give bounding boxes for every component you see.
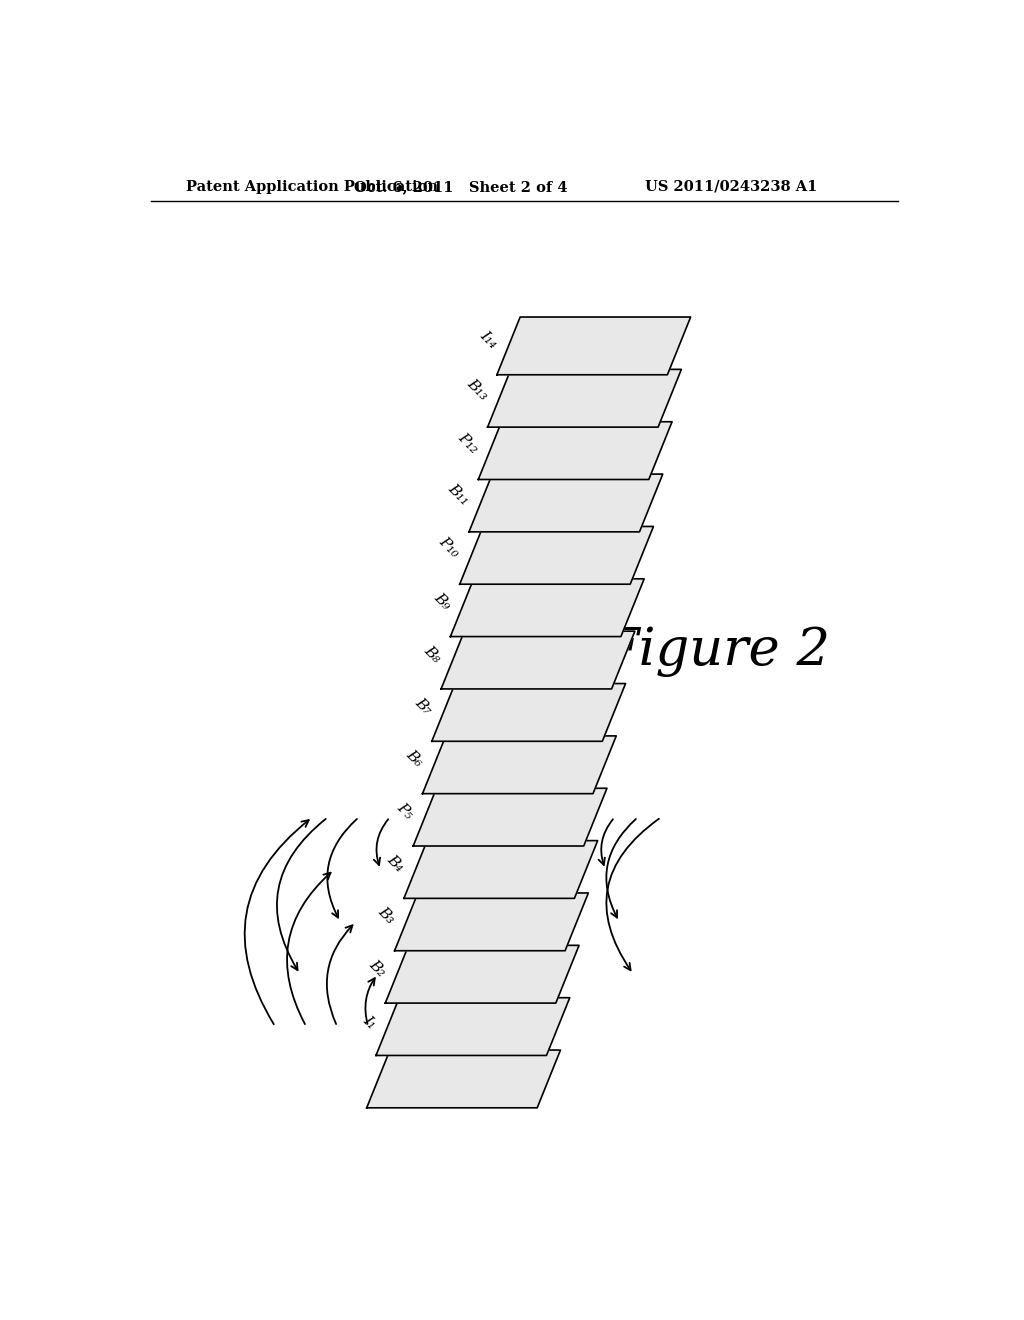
Polygon shape [478, 422, 672, 479]
Polygon shape [432, 684, 626, 742]
Polygon shape [394, 892, 589, 950]
Text: Oct. 6, 2011   Sheet 2 of 4: Oct. 6, 2011 Sheet 2 of 4 [354, 180, 568, 194]
Text: US 2011/0243238 A1: US 2011/0243238 A1 [645, 180, 818, 194]
Text: B₃: B₃ [375, 904, 397, 927]
Text: P₁₀: P₁₀ [436, 535, 462, 560]
Text: I₁₄: I₁₄ [477, 329, 500, 351]
Text: B₁₃: B₁₃ [464, 376, 490, 403]
Text: B₂: B₂ [366, 957, 388, 979]
Polygon shape [460, 527, 653, 585]
Polygon shape [487, 370, 681, 428]
Polygon shape [451, 579, 644, 636]
Text: B₁₁: B₁₁ [445, 482, 472, 508]
Text: B₉: B₉ [431, 590, 453, 612]
Polygon shape [385, 945, 579, 1003]
Text: B₇: B₇ [413, 696, 434, 717]
Text: B₄: B₄ [384, 853, 407, 874]
Polygon shape [469, 474, 663, 532]
Text: P₁₂: P₁₂ [455, 430, 481, 455]
Text: I₁: I₁ [360, 1012, 379, 1031]
Text: P₅: P₅ [394, 801, 416, 822]
Polygon shape [376, 998, 569, 1056]
Polygon shape [403, 841, 598, 899]
Polygon shape [423, 737, 616, 793]
Polygon shape [367, 1051, 560, 1107]
Polygon shape [497, 317, 690, 375]
Text: Patent Application Publication: Patent Application Publication [186, 180, 438, 194]
Polygon shape [414, 788, 607, 846]
Text: B₈: B₈ [422, 643, 443, 665]
Polygon shape [441, 631, 635, 689]
Text: B₆: B₆ [402, 747, 425, 770]
Text: Figure 2: Figure 2 [603, 626, 831, 677]
